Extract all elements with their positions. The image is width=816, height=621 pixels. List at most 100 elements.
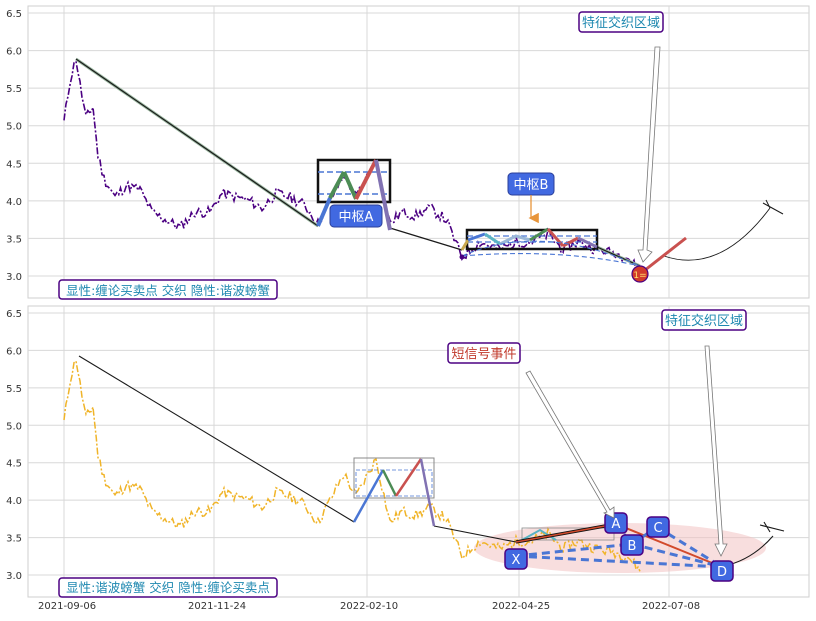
short-signal-arrow [525,370,615,519]
zhongshu-b-label: 中枢B [514,178,549,193]
bottom-projection-tick [759,524,785,532]
x-tick-label: 2021-11-24 [188,601,246,612]
signal-marker-label: 1= [633,271,646,281]
harmonic-arc-1 [461,240,641,267]
y-tick-label: 3.0 [6,571,22,582]
zhongshu-a-box [316,158,392,204]
stroke-b3 [499,234,531,246]
y-tick-label: 4.0 [6,496,22,507]
bottom-panel: 3.03.54.04.55.05.56.06.5 2021-09-06 2021-… [6,305,810,612]
bd-dash [631,542,723,569]
stroke-a5 [374,159,392,231]
stroke-b7 [577,236,598,249]
top-info-box [58,279,278,300]
bottom-feature-zone-box [661,309,747,331]
projection-tick-2 [765,199,771,209]
stroke-a1 [316,197,332,227]
y-tick-label: 5.5 [6,84,22,95]
bottom-zhongshu-inner [355,469,433,497]
bi-segment-1 [75,58,319,227]
y-tick-label: 5.5 [6,384,22,395]
y-tick-label: 3.5 [6,234,22,245]
y-tick-label: 5.0 [6,122,22,133]
xb-dash [515,542,633,558]
x-tick-label: 2022-02-10 [340,601,398,612]
zhongshu-b: 中枢B [460,172,599,251]
y-tick-label: 6.0 [6,47,22,58]
top-harmonic-dashes [461,240,641,267]
bottom-zhongshu-box [353,457,435,499]
harmonic-point-label: D [717,565,727,580]
y-tick-label: 4.5 [6,459,22,470]
ad-leg [615,523,723,568]
stroke-b0 [460,239,470,251]
bottom-stroke-4 [419,458,436,527]
x-point-dot [459,254,465,260]
bottom-feature-zone-arrow [704,345,728,557]
harmonic-point-box [504,548,528,570]
feature-zone-label-box [578,11,664,33]
bi-segment-2 [389,227,463,251]
bottom-small-box [521,527,615,541]
breakout-stroke [639,236,687,276]
x-tick-label: 2022-07-08 [642,601,700,612]
x-axis: 2021-09-06 2021-11-24 2022-02-10 2022-04-25… [38,601,700,612]
top-grid [28,6,809,298]
harmonic-point-label: C [653,521,662,536]
stroke-a3 [342,171,358,200]
stroke-b4 [529,227,549,242]
signal-marker [631,265,649,283]
top-info-text: 显性:缠论买卖点 交织 隐性:谐波螃蟹 [66,283,270,298]
bottom-feature-zone-label: 特征交织区域 [665,313,743,329]
bottom-stroke-2 [381,469,398,497]
harmonic-point-label: X [512,553,521,568]
y-tick-label: 3.5 [6,534,22,545]
y-tick-label: 4.0 [6,197,22,208]
stroke-a4 [354,159,378,200]
xa-leg [515,523,617,543]
bottom-stroke-1 [352,469,385,523]
stroke-b2 [484,232,501,246]
bi-segment-3 [596,246,641,267]
top-plot-frame [27,5,810,299]
stroke-b1 [467,232,486,242]
x-tick-label: 2021-09-06 [38,601,96,612]
y-tick-label: 4.5 [6,159,22,170]
harmonic-point-label: B [628,539,637,554]
harmonic-point-label: A [612,517,621,532]
short-signal-label: 短信号事件 [451,347,516,362]
y-tick-label: 6.0 [6,346,22,357]
feature-zone-arrow [637,46,661,263]
y-tick-label: 6.5 [6,9,22,20]
short-signal-label-box [447,342,521,364]
bottom-zhongshu [352,457,436,527]
bottom-info-box [58,577,278,598]
feature-zone-label: 特征交织区域 [582,15,660,31]
bottom-info-text: 显性:谐波螃蟹 交织 隐性:缠论买卖点 [66,580,270,595]
x-tick-label: 2022-04-25 [492,601,550,612]
bottom-stroke-3 [394,458,423,497]
bottom-segment-2 [433,525,517,543]
harmonic-point-box [604,512,628,534]
y-tick-label: 3.0 [6,272,22,283]
projection-curve [663,207,771,261]
harmonic-pattern: X AB C D [504,512,734,582]
xd-dash [515,554,723,569]
top-bi-segments [75,57,784,268]
projection-tick [762,202,784,215]
zhongshu-a: 中枢A [316,158,392,231]
harmonic-point-box [646,516,670,538]
stroke-b6 [562,236,579,248]
bottom-y-axis: 3.0 3.5 4.0 4.5 5.0 5.5 6.0 6.5 [6,309,22,582]
top-panel: 3.0 3.5 4.0 4.5 5.0 5.5 6.0 6.5 中枢A [6,5,810,300]
stroke-a2 [328,171,346,199]
bottom-projection-tick-2 [763,521,771,533]
harmonic-points: X AB C D [504,512,734,582]
bottom-segment-1 [78,355,355,523]
zhongshu-a-label: 中枢A [339,210,374,225]
harmonic-point-box [620,534,644,556]
y-tick-label: 6.5 [6,309,22,320]
zhongshu-a-label-box [329,204,383,228]
